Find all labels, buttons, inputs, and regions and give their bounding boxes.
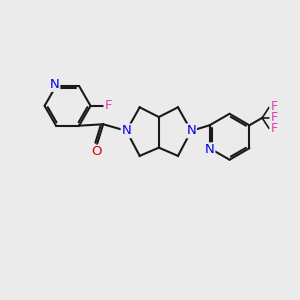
Text: O: O: [91, 146, 101, 158]
Text: N: N: [186, 124, 196, 137]
Text: F: F: [270, 100, 278, 113]
Text: F: F: [104, 99, 112, 112]
Text: F: F: [270, 111, 278, 124]
Text: N: N: [205, 143, 214, 156]
Text: F: F: [270, 122, 278, 135]
Text: N: N: [50, 78, 59, 91]
Text: N: N: [122, 124, 131, 137]
